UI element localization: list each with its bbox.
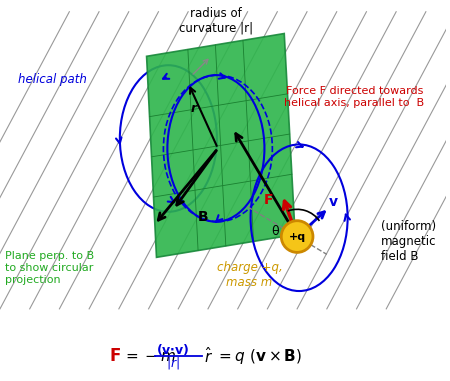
Text: θ: θ — [271, 225, 279, 238]
Text: (uniform)
magnetic
field B: (uniform) magnetic field B — [381, 220, 437, 263]
Polygon shape — [147, 34, 295, 257]
Text: $= q\ (\mathbf{v} \times \mathbf{B})$: $= q\ (\mathbf{v} \times \mathbf{B})$ — [216, 347, 302, 366]
Text: v: v — [329, 195, 338, 209]
Text: helical path: helical path — [18, 73, 87, 86]
Text: Plane perp. to B
to show circular
projection: Plane perp. to B to show circular projec… — [5, 251, 94, 285]
Circle shape — [281, 221, 313, 252]
Text: Force F directed towards
helical axis, parallel to  B: Force F directed towards helical axis, p… — [284, 86, 425, 107]
Text: charge +q,
mass m: charge +q, mass m — [217, 261, 283, 289]
Text: B: B — [198, 210, 208, 224]
Text: $= -m$: $= -m$ — [123, 349, 176, 364]
Text: +q: +q — [288, 232, 306, 242]
Text: r: r — [191, 102, 197, 115]
Text: $\mathbf{(v{\cdot}v)}$: $\mathbf{(v{\cdot}v)}$ — [157, 342, 190, 357]
Text: radius of
curvature |r|: radius of curvature |r| — [179, 7, 253, 35]
Text: F: F — [264, 193, 273, 207]
Text: $\hat{r}$: $\hat{r}$ — [204, 346, 213, 367]
Text: $\mathbf{F}$: $\mathbf{F}$ — [109, 347, 121, 365]
Text: $|r|$: $|r|$ — [166, 355, 180, 371]
